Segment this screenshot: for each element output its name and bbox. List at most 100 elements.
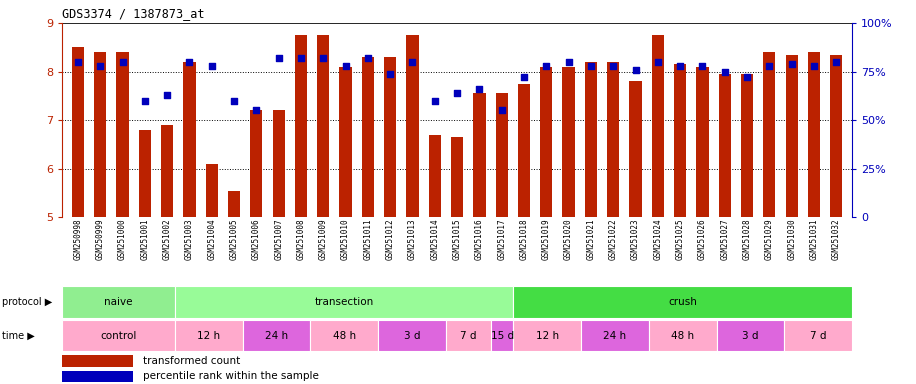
Text: naive: naive [104, 297, 133, 307]
Bar [514, 286, 852, 318]
Bar [581, 320, 649, 351]
Point [93, 63, 107, 69]
Bar [295, 35, 307, 217]
Text: 24 h: 24 h [265, 331, 289, 341]
Bar [228, 190, 240, 217]
Bar [518, 84, 530, 217]
Bar [584, 62, 597, 217]
Bar [830, 55, 843, 217]
Text: transformed count: transformed count [143, 356, 240, 366]
Bar [378, 320, 446, 351]
Bar [446, 320, 491, 351]
Bar [607, 62, 619, 217]
Bar [649, 320, 716, 351]
Text: crush: crush [669, 297, 697, 307]
Point [695, 63, 710, 69]
Bar [116, 52, 128, 217]
Bar [562, 67, 574, 217]
Bar [786, 55, 798, 217]
Bar [161, 125, 173, 217]
Bar [62, 355, 134, 367]
Bar [540, 67, 552, 217]
Text: 3 d: 3 d [404, 331, 420, 341]
Bar [784, 320, 852, 351]
Bar [451, 137, 463, 217]
Point [383, 71, 398, 77]
Point [226, 98, 241, 104]
Bar [62, 286, 175, 318]
Point [583, 63, 598, 69]
Point [650, 59, 665, 65]
Point [316, 55, 331, 61]
Point [605, 63, 620, 69]
Text: GDS3374 / 1387873_at: GDS3374 / 1387873_at [62, 7, 205, 20]
Point [159, 92, 174, 98]
Bar [62, 371, 134, 382]
Point [115, 59, 130, 65]
Point [450, 90, 464, 96]
Bar [340, 67, 352, 217]
Point [137, 98, 152, 104]
Point [740, 74, 755, 81]
Text: protocol ▶: protocol ▶ [2, 297, 52, 307]
Bar [407, 35, 419, 217]
Point [338, 63, 353, 69]
Text: transection: transection [315, 297, 374, 307]
Point [428, 98, 442, 104]
Point [294, 55, 309, 61]
Bar [311, 320, 378, 351]
Bar [62, 320, 175, 351]
Point [628, 66, 643, 73]
Text: 12 h: 12 h [197, 331, 221, 341]
Text: 7 d: 7 d [810, 331, 826, 341]
Point [71, 59, 85, 65]
Point [539, 63, 553, 69]
Bar [763, 52, 776, 217]
Bar [491, 320, 514, 351]
Bar [384, 57, 397, 217]
Bar [629, 81, 641, 217]
Bar [205, 164, 218, 217]
Point [472, 86, 486, 92]
Bar [243, 320, 311, 351]
Bar [674, 65, 686, 217]
Bar [273, 111, 285, 217]
Bar [183, 62, 195, 217]
Bar [317, 35, 330, 217]
Point [204, 63, 219, 69]
Bar [808, 52, 820, 217]
Point [271, 55, 286, 61]
Bar [71, 47, 84, 217]
Text: 48 h: 48 h [671, 331, 694, 341]
Text: 24 h: 24 h [604, 331, 627, 341]
Point [182, 59, 197, 65]
Bar [250, 111, 263, 217]
Bar [719, 74, 731, 217]
Bar [362, 57, 374, 217]
Text: percentile rank within the sample: percentile rank within the sample [143, 371, 319, 381]
Bar [175, 320, 243, 351]
Point [361, 55, 376, 61]
Bar [514, 320, 581, 351]
Point [249, 108, 264, 114]
Point [673, 63, 688, 69]
Bar [138, 130, 151, 217]
Point [829, 59, 844, 65]
Bar [94, 52, 106, 217]
Point [807, 63, 822, 69]
Text: time ▶: time ▶ [2, 331, 35, 341]
Text: 12 h: 12 h [536, 331, 559, 341]
Point [717, 68, 732, 74]
Bar [175, 286, 514, 318]
Text: control: control [101, 331, 136, 341]
Text: 15 d: 15 d [491, 331, 514, 341]
Point [405, 59, 420, 65]
Bar [496, 93, 507, 217]
Text: 48 h: 48 h [333, 331, 355, 341]
Point [562, 59, 576, 65]
Bar [651, 35, 664, 217]
Text: 7 d: 7 d [460, 331, 476, 341]
Bar [741, 74, 753, 217]
Bar [429, 135, 441, 217]
Point [762, 63, 777, 69]
